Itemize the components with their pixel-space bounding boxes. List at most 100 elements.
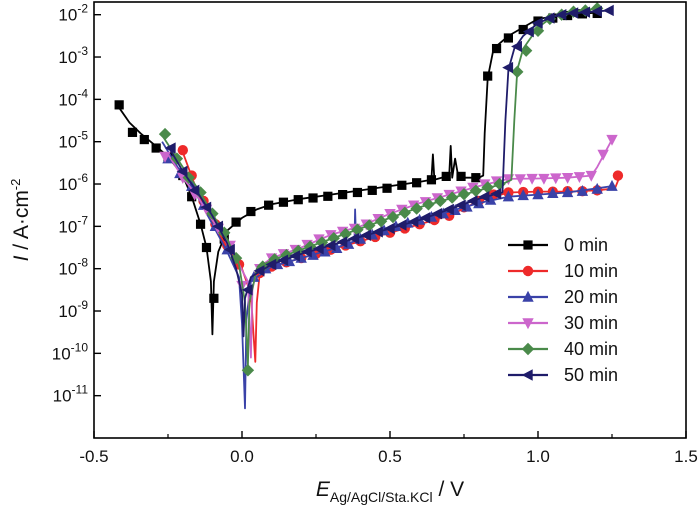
- x-tick-label: 1.0: [526, 447, 550, 466]
- legend-item: 50 min: [508, 365, 618, 385]
- data-point: [338, 190, 348, 200]
- data-point: [563, 10, 573, 21]
- data-point: [434, 194, 447, 208]
- y-tick-label: 10-4: [58, 86, 88, 109]
- data-point: [278, 197, 289, 207]
- data-point: [231, 217, 241, 227]
- data-point: [312, 243, 324, 255]
- data-point: [481, 181, 494, 194]
- data-point: [426, 175, 437, 185]
- data-point: [308, 193, 318, 203]
- series-layer: [114, 2, 624, 410]
- data-point: [407, 215, 419, 228]
- legend-label: 40 min: [564, 339, 618, 359]
- legend-item: 20 min: [508, 287, 618, 307]
- data-point: [289, 250, 300, 262]
- data-point: [176, 165, 188, 178]
- data-point: [253, 265, 265, 277]
- legend-marker: [523, 240, 533, 250]
- data-point: [319, 245, 331, 257]
- data-point: [585, 170, 597, 182]
- data-point: [223, 243, 235, 256]
- data-point: [324, 239, 336, 252]
- data-point: [502, 190, 515, 202]
- y-tick-label: 10-10: [52, 340, 89, 363]
- data-point: [363, 219, 376, 232]
- data-point: [457, 187, 471, 201]
- data-point: [177, 144, 188, 156]
- legend-label: 30 min: [564, 313, 618, 333]
- y-axis-title: I / A·cm-2: [8, 179, 33, 262]
- data-point: [201, 242, 212, 253]
- legend-label: 20 min: [564, 287, 618, 307]
- data-point: [300, 246, 312, 258]
- data-point: [360, 229, 372, 241]
- data-point: [591, 5, 602, 18]
- data-point: [323, 191, 333, 201]
- legend-item: 0 min: [508, 235, 608, 255]
- data-point: [277, 254, 289, 266]
- data-point: [139, 134, 149, 145]
- data-point: [386, 210, 400, 224]
- y-tick-label: 10-2: [58, 2, 88, 25]
- data-point: [561, 186, 574, 198]
- data-point: [195, 219, 206, 229]
- data-point: [367, 185, 377, 195]
- data-point: [200, 201, 212, 214]
- data-point: [371, 226, 383, 238]
- y-tick-label: 10-11: [53, 383, 89, 406]
- data-point: [503, 33, 513, 43]
- data-point: [466, 195, 478, 207]
- data-point: [454, 199, 466, 211]
- data-point: [531, 17, 543, 29]
- data-point: [606, 179, 618, 191]
- legend-marker: [521, 342, 535, 356]
- data-point: [579, 6, 591, 18]
- data-point: [491, 43, 502, 54]
- x-tick-label: 0.0: [230, 447, 254, 466]
- legend: 0 min 10 min 20 min 30 min 40 min 50 min: [508, 235, 618, 385]
- data-point: [522, 25, 534, 38]
- data-point: [265, 258, 277, 271]
- data-point: [502, 61, 514, 74]
- data-point: [456, 171, 466, 181]
- data-point: [188, 184, 200, 197]
- legend-marker: [522, 318, 534, 330]
- data-point: [159, 151, 171, 163]
- data-point: [331, 242, 343, 254]
- legend-label: 50 min: [564, 365, 618, 385]
- y-tick-label: 10-5: [58, 129, 88, 152]
- data-point: [194, 186, 207, 199]
- data-point: [151, 143, 161, 153]
- data-point: [576, 185, 589, 196]
- series-40-min: [158, 2, 604, 377]
- data-point: [164, 142, 176, 154]
- legend-marker: [522, 265, 534, 277]
- data-point: [567, 7, 579, 19]
- axis-ticks: -0.5 0.0 0.5 1.0 1.5 10-2 10-3 10-4 10-5 10-6 10-7…: [52, 2, 698, 466]
- data-point: [441, 171, 451, 181]
- data-point: [398, 206, 411, 220]
- data-point: [114, 100, 124, 110]
- data-point: [597, 149, 609, 161]
- data-point: [158, 127, 172, 141]
- data-point: [422, 198, 435, 211]
- data-point: [573, 172, 586, 184]
- data-point: [187, 192, 197, 202]
- x-tick-label: 1.5: [674, 447, 698, 466]
- data-point: [511, 65, 524, 79]
- data-point: [469, 184, 483, 197]
- data-point: [264, 200, 274, 210]
- x-tick-label: -0.5: [79, 447, 108, 466]
- data-point: [445, 191, 459, 204]
- data-point: [484, 193, 497, 205]
- data-point: [591, 182, 603, 194]
- data-point: [550, 173, 562, 185]
- data-point: [517, 189, 529, 201]
- legend-item: 30 min: [508, 313, 618, 333]
- data-point: [383, 222, 395, 235]
- data-point: [538, 173, 550, 185]
- data-point: [307, 248, 319, 260]
- data-point: [519, 44, 533, 57]
